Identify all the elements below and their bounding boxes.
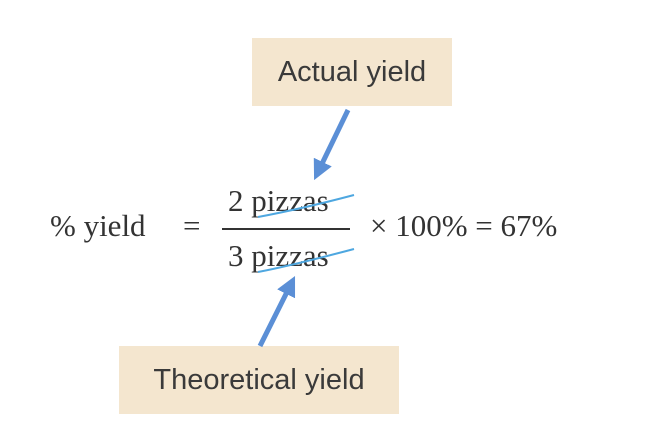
actual-yield-label: Actual yield <box>277 55 427 88</box>
theoretical-yield-label: Theoretical yield <box>153 363 365 396</box>
actual-yield-label-box: Actual yield <box>252 38 452 106</box>
fraction-denominator: 3 pizzas <box>228 238 329 273</box>
equals-sign: = <box>183 208 201 243</box>
theoretical-yield-label-box: Theoretical yield <box>119 346 399 414</box>
percent-yield-term: % yield <box>50 208 146 243</box>
multiply-result-term: × 100% = 67% <box>370 208 558 243</box>
actual-yield-arrow <box>313 108 351 181</box>
theoretical-yield-arrow <box>257 275 296 348</box>
fraction-numerator: 2 pizzas <box>228 183 329 218</box>
fraction-bar <box>222 228 350 230</box>
